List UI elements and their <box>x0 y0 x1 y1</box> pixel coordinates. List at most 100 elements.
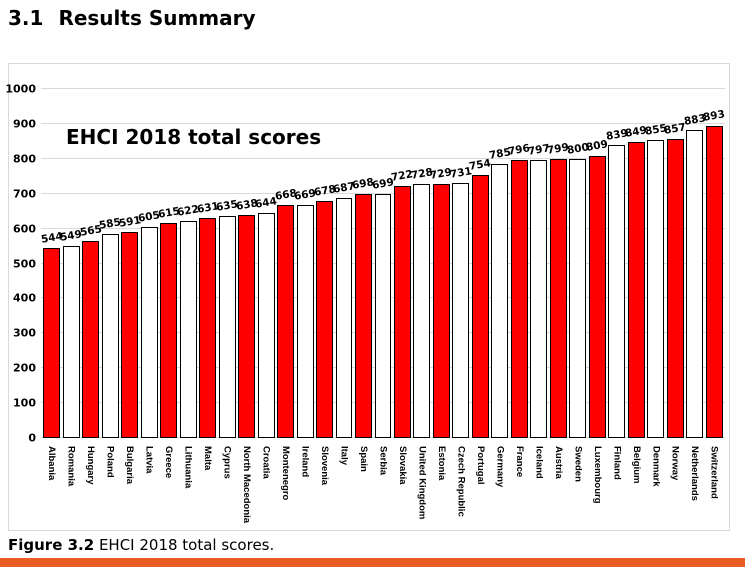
x-axis-tick: North Macedonia <box>237 446 256 530</box>
x-axis-tick: Poland <box>100 446 119 530</box>
bar-value-label: 644 <box>254 195 278 212</box>
gridline-700 <box>41 192 725 194</box>
bar-estonia <box>432 183 450 438</box>
x-axis-tick-label: Netherlands <box>689 446 701 501</box>
bar-czech-republic <box>452 182 470 438</box>
bar-slot-estonia: 729 <box>430 89 453 438</box>
x-axis-tick: Austria <box>549 446 568 530</box>
bar-value-label: 754 <box>468 157 493 173</box>
x-axis-tick: Serbia <box>373 446 392 530</box>
x-axis-tick-label: Spain <box>357 446 369 472</box>
bar-series: 544 549 565 585 591 605 615 622 631 635 638 644 668 6… <box>40 89 726 438</box>
bar-slot-switzerland: 893 <box>702 89 726 438</box>
bar-slot-iceland: 797 <box>527 89 551 438</box>
x-axis-tick: Bulgaria <box>120 446 139 530</box>
x-axis-tick-label: Sweden <box>572 446 584 482</box>
bar-slovakia <box>393 186 411 438</box>
bar-bulgaria <box>121 231 139 438</box>
x-axis-tick: Portugal <box>471 446 490 530</box>
x-axis-tick-label: Croatia <box>260 446 272 479</box>
x-axis-tick: Norway <box>666 446 685 530</box>
x-axis-tick: Czech Republic <box>451 446 470 530</box>
bar-cyprus <box>218 216 236 438</box>
bar-slot-bulgaria: 591 <box>118 89 142 438</box>
x-axis-tick-label: Slovenia <box>319 446 331 486</box>
bar-slot-serbia: 699 <box>371 89 395 438</box>
y-axis-tick-label: 1000 <box>5 82 36 96</box>
y-axis-tick-label: 800 <box>13 152 36 166</box>
bar-slot-germany: 785 <box>488 89 512 438</box>
bar-belgium <box>627 141 645 438</box>
bar-ireland <box>296 204 314 438</box>
x-axis-tick-label: Switzerland <box>708 446 720 499</box>
bar-serbia <box>374 194 392 438</box>
bar-switzerland <box>705 126 723 438</box>
x-axis-tick: Greece <box>159 446 178 530</box>
bar-hungary <box>82 240 100 438</box>
chart-title: EHCI 2018 total scores <box>66 125 322 149</box>
section-number: 3.1 <box>8 6 44 30</box>
bar-greece <box>160 223 178 438</box>
x-axis-tick-label: Portugal <box>474 446 486 485</box>
x-axis-tick: Luxembourg <box>588 446 607 530</box>
x-axis-tick: Croatia <box>256 446 275 530</box>
bar-slot-united-kingdom: 728 <box>410 89 434 438</box>
y-axis: 0 100 200 300 400 500 600 700 800 900 1000 <box>5 83 37 445</box>
bar-lithuania <box>179 220 197 438</box>
bar-portugal <box>471 174 489 438</box>
y-axis-tick-label: 300 <box>13 326 36 340</box>
bar-romania <box>62 246 80 438</box>
bar-denmark <box>647 139 665 438</box>
x-axis-tick: United Kingdom <box>412 446 431 530</box>
bar-luxembourg <box>588 155 606 438</box>
x-axis-tick: France <box>510 446 529 530</box>
bar-slot-slovakia: 722 <box>391 89 414 438</box>
bar-slot-poland: 585 <box>98 89 122 438</box>
x-axis-tick: Lithuania <box>178 446 197 530</box>
x-axis-tick-label: Montenegro <box>280 446 292 501</box>
bar-malta <box>199 217 217 438</box>
x-axis-tick: Estonia <box>432 446 451 530</box>
bar-slot-slovenia: 678 <box>313 89 336 438</box>
bar-austria <box>549 159 567 438</box>
x-axis-tick-label: Greece <box>163 446 175 479</box>
x-axis-tick-label: Iceland <box>533 446 545 479</box>
x-axis-tick: Montenegro <box>276 446 295 530</box>
gridline-900 <box>41 122 725 124</box>
x-axis-tick: Ireland <box>295 446 314 530</box>
x-axis-tick: Latvia <box>139 446 158 530</box>
x-axis-tick: Germany <box>490 446 509 530</box>
y-axis-tick-label: 900 <box>13 117 36 131</box>
bar-spain <box>355 194 372 438</box>
x-axis-tick-label: Denmark <box>650 446 662 487</box>
x-axis-tick-label: Luxembourg <box>591 446 603 504</box>
x-axis-tick-label: Germany <box>494 446 506 488</box>
x-axis-tick-label: Latvia <box>143 446 155 474</box>
x-axis-tick-label: Romania <box>65 446 77 487</box>
section-title: Results Summary <box>58 6 256 30</box>
x-axis-tick-label: Finland <box>611 446 623 480</box>
x-axis-tick-label: North Macedonia <box>241 446 253 524</box>
x-axis-tick-label: Ireland <box>299 446 311 478</box>
bar-north-macedonia <box>238 215 256 438</box>
x-axis-tick: Denmark <box>646 446 665 530</box>
bar-norway <box>666 138 684 438</box>
x-axis-tick-label: France <box>513 446 525 478</box>
y-axis-tick-label: 200 <box>13 361 36 375</box>
bar-slot-montenegro: 668 <box>274 89 297 438</box>
bar-iceland <box>530 159 548 438</box>
x-axis-tick-label: Norway <box>669 446 681 481</box>
bar-slot-norway: 857 <box>663 89 687 438</box>
x-axis-tick-label: Serbia <box>377 446 389 476</box>
x-axis-tick-label: Cyprus <box>221 446 233 479</box>
gridline-800 <box>41 157 725 159</box>
bar-croatia <box>257 213 275 438</box>
bar-slot-north-macedonia: 638 <box>235 89 258 438</box>
bar-slot-greece: 615 <box>157 89 180 438</box>
bar-slot-sweden: 800 <box>566 89 590 438</box>
x-axis-tick: Netherlands <box>685 446 704 530</box>
bar-slot-italy: 687 <box>332 89 356 438</box>
bar-slot-malta: 631 <box>196 89 219 438</box>
page-title: 3.1 Results Summary <box>8 6 256 30</box>
y-axis-tick-label: 500 <box>13 257 36 270</box>
